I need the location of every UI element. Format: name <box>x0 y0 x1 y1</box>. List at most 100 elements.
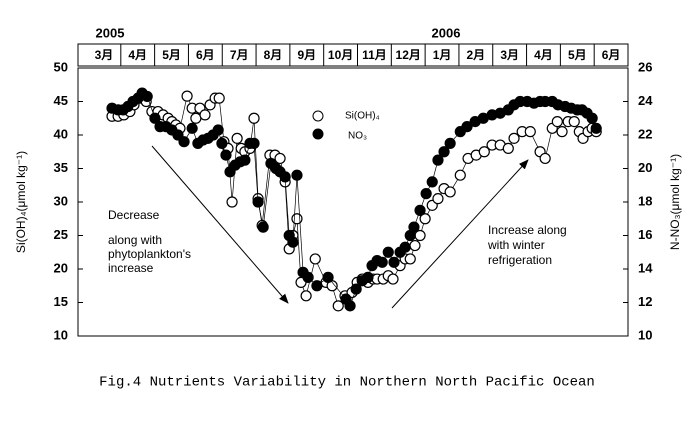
legend-marker <box>312 128 324 140</box>
arrow <box>391 159 529 309</box>
data-point <box>478 146 490 158</box>
data-point <box>302 271 314 283</box>
data-point <box>502 142 514 154</box>
chart-title: Fig.4 Nutrients Variability in Northern … <box>99 375 595 391</box>
legend-label: Si(OH)₄ <box>345 111 380 122</box>
data-point <box>376 256 388 268</box>
data-point <box>186 122 198 134</box>
data-point <box>568 115 580 128</box>
month-label: 4月 <box>128 48 147 62</box>
data-point <box>279 171 291 183</box>
y-tick-label: 10 <box>54 327 68 342</box>
data-point <box>248 137 260 149</box>
data-point <box>220 149 232 161</box>
data-point <box>461 121 473 133</box>
month-label: 10月 <box>328 48 353 62</box>
data-point <box>141 90 153 103</box>
y2-tick-label: 18 <box>638 193 652 208</box>
data-point <box>181 90 193 102</box>
y2-tick-label: 10 <box>638 327 652 342</box>
annotation: along with <box>108 233 162 247</box>
month-label: 1月 <box>433 48 452 62</box>
annotation: with winter <box>487 238 545 252</box>
year-label: 2005 <box>96 25 125 40</box>
y2-tick-label: 24 <box>638 93 653 108</box>
data-point <box>556 126 568 138</box>
y2-tick-label: 16 <box>638 227 652 242</box>
annotation: Decrease <box>108 208 160 222</box>
month-label: 6月 <box>602 48 621 62</box>
y-tick-label: 35 <box>54 160 68 175</box>
data-point <box>309 253 321 265</box>
y-tick-label: 40 <box>54 126 68 141</box>
data-point <box>419 213 431 225</box>
data-point <box>432 193 444 205</box>
data-point <box>231 132 243 144</box>
data-point <box>438 146 450 158</box>
data-point <box>432 154 444 166</box>
y-axis-label: Si(OH)₄(μmol kg⁻¹) <box>14 151 28 253</box>
data-point <box>190 112 202 124</box>
month-label: 3月 <box>500 48 519 62</box>
data-point <box>388 256 400 268</box>
data-point <box>590 122 602 134</box>
data-point <box>287 236 299 248</box>
series-line <box>111 92 597 307</box>
annotation: increase <box>108 261 154 275</box>
data-point <box>399 241 411 253</box>
y2-tick-label: 12 <box>638 294 652 309</box>
data-point <box>178 136 190 148</box>
y2-tick-label: 26 <box>638 59 652 74</box>
data-point <box>274 152 286 165</box>
data-point <box>362 271 374 283</box>
month-label: 5月 <box>568 48 587 62</box>
data-point <box>291 169 303 181</box>
data-point <box>454 169 466 181</box>
data-point <box>444 186 456 198</box>
y-tick-label: 45 <box>54 93 68 108</box>
legend-marker <box>312 110 324 122</box>
data-point <box>213 92 225 104</box>
y2-tick-label: 14 <box>638 260 653 275</box>
data-point <box>248 112 260 124</box>
data-point <box>414 204 426 216</box>
data-point <box>252 196 264 208</box>
arrow <box>151 145 289 304</box>
month-bar <box>77 43 629 67</box>
y2-tick-label: 22 <box>638 126 652 141</box>
annotation: Increase along <box>488 223 567 237</box>
month-label: 5月 <box>162 48 181 62</box>
data-point <box>420 188 432 200</box>
data-point <box>409 239 421 252</box>
y-tick-label: 30 <box>54 193 68 208</box>
data-point <box>291 213 303 225</box>
y-tick-label: 25 <box>54 227 68 242</box>
month-label: 7月 <box>230 48 249 62</box>
data-point <box>586 112 598 124</box>
data-point <box>426 176 438 188</box>
data-point <box>524 126 536 138</box>
data-point <box>149 112 161 124</box>
month-label: 9月 <box>297 48 316 62</box>
annotation: refrigeration <box>488 253 552 267</box>
data-point <box>239 154 251 166</box>
data-point <box>199 109 211 121</box>
data-point <box>408 221 420 233</box>
y2-axis-label: N-NO₃(μmol kg⁻¹) <box>668 154 682 250</box>
data-point <box>257 221 269 233</box>
data-point <box>300 290 312 302</box>
data-point <box>344 300 356 312</box>
data-point <box>350 283 362 295</box>
month-label: 11月 <box>362 48 387 62</box>
y2-tick-label: 20 <box>638 160 652 175</box>
year-label: 2006 <box>432 25 461 40</box>
data-point <box>216 137 228 149</box>
data-point <box>508 132 520 144</box>
data-point <box>539 152 551 165</box>
month-label: 12月 <box>396 48 421 62</box>
month-label: 2月 <box>467 48 486 62</box>
data-point <box>212 124 224 136</box>
data-point <box>404 253 416 265</box>
data-point <box>311 280 323 292</box>
